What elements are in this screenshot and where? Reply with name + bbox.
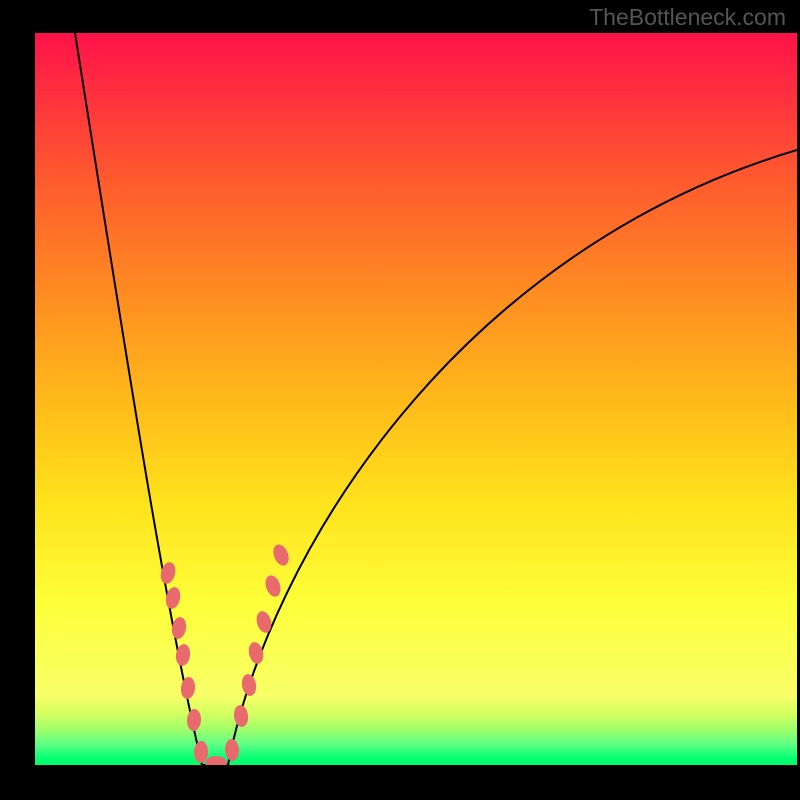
chart-stage: TheBottleneck.com [0,0,800,800]
chart-svg [0,0,800,800]
